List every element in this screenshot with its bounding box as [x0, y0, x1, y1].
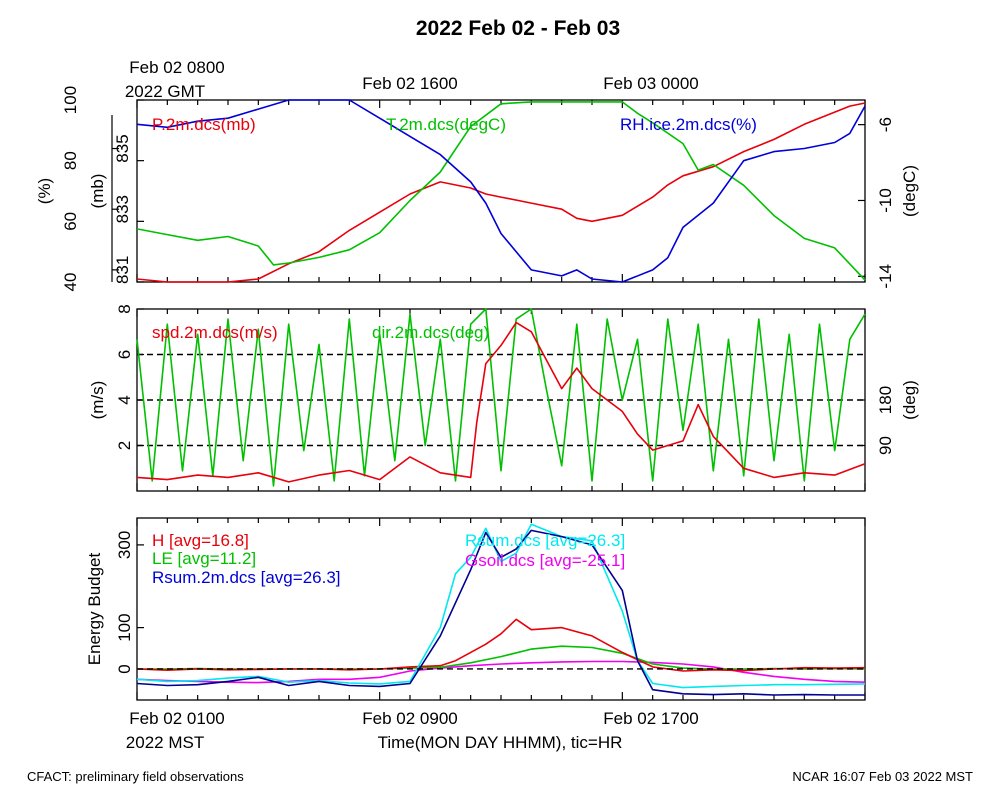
y-tick-ms-6: 6: [115, 350, 134, 359]
y-tick-percent-80: 80: [61, 151, 80, 170]
y-tick-percent-100: 100: [61, 86, 80, 114]
series-line-rsum-2m: [136, 529, 865, 696]
y-tick-percent-40: 40: [61, 273, 80, 292]
footer-left: CFACT: preliminary field observations: [27, 769, 244, 784]
top-time-label-2: Feb 02 1600: [362, 74, 457, 93]
axis-label-mb: (mb): [88, 174, 107, 209]
series-line-h: [136, 618, 866, 672]
legend-gsoil: Gsoil.dcs [avg=-25.1]: [465, 551, 625, 570]
legend-wind-speed: spd.2m.dcs(m/s): [152, 323, 278, 342]
legend-wind-direction: dir.2m.dcs(deg): [372, 323, 489, 342]
axis-label-degc: (degC): [900, 165, 919, 217]
chart-title: 2022 Feb 02 - Feb 03: [416, 17, 620, 40]
y-tick-ms-8: 8: [115, 304, 134, 313]
y-tick-degc--14: -14: [876, 264, 895, 289]
panel-1: 40 60 80 100 831 833 835 -14 -10 -6: [61, 86, 895, 292]
y-tick-ms-2: 2: [115, 441, 134, 450]
y-tick-percent-60: 60: [61, 212, 80, 231]
y-tick-mb-831: 831: [113, 256, 132, 284]
panel-2: 2 4 6 8 90 180: [115, 304, 895, 491]
series-line-temperature: [136, 101, 866, 281]
y-tick-deg-180: 180: [876, 386, 895, 414]
y-tick-energy-300: 300: [115, 531, 134, 559]
bottom-time-label-1-line2: 2022 MST: [126, 733, 204, 752]
axis-label-deg: (deg): [900, 380, 919, 420]
axis-label-energy-budget: Energy Budget: [85, 552, 104, 665]
bottom-time-label-1: Feb 02 0100: [129, 709, 224, 728]
y-tick-deg-90: 90: [876, 436, 895, 455]
axis-label-percent: (%): [35, 178, 54, 204]
legend-rsum-2m: Rsum.2m.dcs [avg=26.3]: [152, 568, 341, 587]
y-tick-energy-100: 100: [115, 613, 134, 641]
series-line-rsum: [136, 523, 866, 689]
series-line-le: [137, 645, 866, 670]
footer-right: NCAR 16:07 Feb 03 2022 MST: [792, 769, 973, 784]
y-tick-mb-835: 835: [113, 134, 132, 162]
legend-temperature: T.2m.dcs(degC): [386, 115, 506, 134]
x-axis-label: Time(MON DAY HHMM), tic=HR: [378, 733, 623, 752]
y-tick-degc--10: -10: [876, 188, 895, 213]
top-time-label-1-line2: 2022 GMT: [125, 82, 205, 101]
panel-3: 0 100 300: [115, 518, 866, 700]
top-time-label-3: Feb 03 0000: [603, 74, 698, 93]
legend-le: LE [avg=11.2]: [152, 549, 256, 568]
bottom-time-label-2: Feb 02 0900: [362, 709, 457, 728]
axis-label-ms: (m/s): [88, 381, 107, 420]
top-time-label-1: Feb 02 0800: [129, 58, 224, 77]
y-tick-mb-833: 833: [113, 195, 132, 223]
y-tick-energy-0: 0: [115, 664, 134, 673]
y-tick-ms-4: 4: [115, 395, 134, 404]
series-line-rh-ice: [136, 99, 866, 283]
bottom-time-label-3: Feb 02 1700: [603, 709, 698, 728]
series-line-wind-direction: [136, 308, 866, 487]
legend-rsum: Rsum.dcs [avg=26.3]: [465, 531, 625, 550]
y-tick-degc--6: -6: [876, 117, 895, 132]
legend-h: H [avg=16.8]: [152, 531, 249, 550]
series-line-pressure: [136, 102, 866, 283]
series-line-wind-speed: [136, 321, 866, 483]
series-line-gsoil: [136, 660, 866, 684]
legend-pressure: P.2m.dcs(mb): [152, 115, 256, 134]
legend-rh-ice: RH.ice.2m.dcs(%): [620, 115, 757, 134]
